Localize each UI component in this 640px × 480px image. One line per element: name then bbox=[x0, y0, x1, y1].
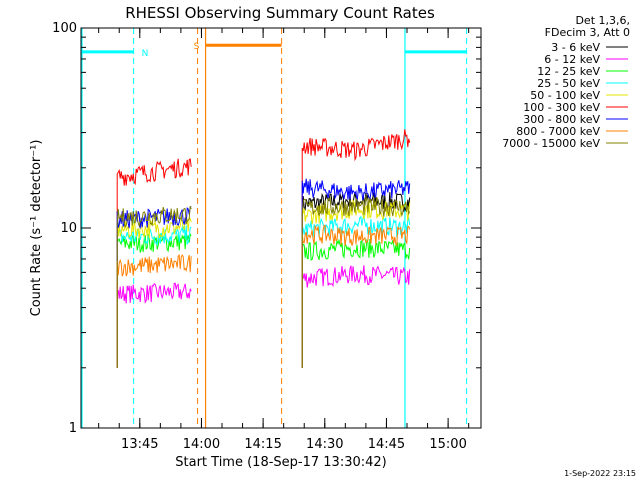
annotation-label-N: N bbox=[142, 49, 149, 59]
x-tick-label: 14:00 bbox=[183, 437, 220, 452]
x-tick-label: 13:45 bbox=[121, 437, 158, 452]
series-line bbox=[116, 282, 192, 368]
series-7000-15000-keV bbox=[116, 195, 411, 368]
series-line bbox=[116, 233, 192, 368]
legend-label: 3 - 6 keV bbox=[551, 41, 600, 54]
series-line bbox=[301, 195, 411, 368]
legend-label: 800 - 7000 keV bbox=[516, 125, 600, 138]
series-line bbox=[301, 265, 411, 368]
series-line bbox=[301, 238, 411, 368]
legend-header-line: FDecim 3, Att 0 bbox=[545, 26, 630, 39]
x-axis-label: Start Time (18-Sep-17 13:30:42) bbox=[175, 455, 386, 470]
legend-label: 12 - 25 keV bbox=[537, 65, 600, 78]
series-line bbox=[116, 206, 192, 368]
x-tick-label: 14:45 bbox=[368, 437, 405, 452]
series-12-25-keV bbox=[116, 233, 411, 368]
legend-header-line: Det 1,3,6, bbox=[575, 14, 630, 27]
x-tick-label: 14:30 bbox=[306, 437, 343, 452]
series-line bbox=[301, 129, 411, 368]
timestamp: 1-Sep-2022 23:15 bbox=[564, 469, 636, 478]
legend-label: 6 - 12 keV bbox=[544, 53, 600, 66]
y-tick-label: 100 bbox=[52, 21, 77, 36]
legend-label: 50 - 100 keV bbox=[530, 89, 600, 102]
plot-frame bbox=[80, 27, 482, 429]
x-tick-label: 15:00 bbox=[429, 437, 466, 452]
annotation-saa-2: S bbox=[194, 28, 283, 428]
series-line bbox=[116, 253, 192, 368]
x-tick-label: 14:15 bbox=[244, 437, 281, 452]
chart-title: RHESSI Observing Summary Count Rates bbox=[125, 4, 435, 22]
legend-label: 300 - 800 keV bbox=[523, 113, 600, 126]
y-tick-label: 10 bbox=[60, 221, 77, 236]
y-tick-label: 1 bbox=[69, 421, 77, 436]
series-6-12-keV bbox=[116, 265, 411, 368]
annotation-label-S: S bbox=[194, 42, 200, 52]
legend-label: 7000 - 15000 keV bbox=[502, 137, 600, 150]
y-axis-label: Count Rate (s⁻¹ detector⁻¹) bbox=[29, 140, 44, 317]
legend-label: 100 - 300 keV bbox=[523, 101, 600, 114]
annotation-night-1 bbox=[404, 28, 468, 428]
legend-label: 25 - 50 keV bbox=[537, 77, 600, 90]
